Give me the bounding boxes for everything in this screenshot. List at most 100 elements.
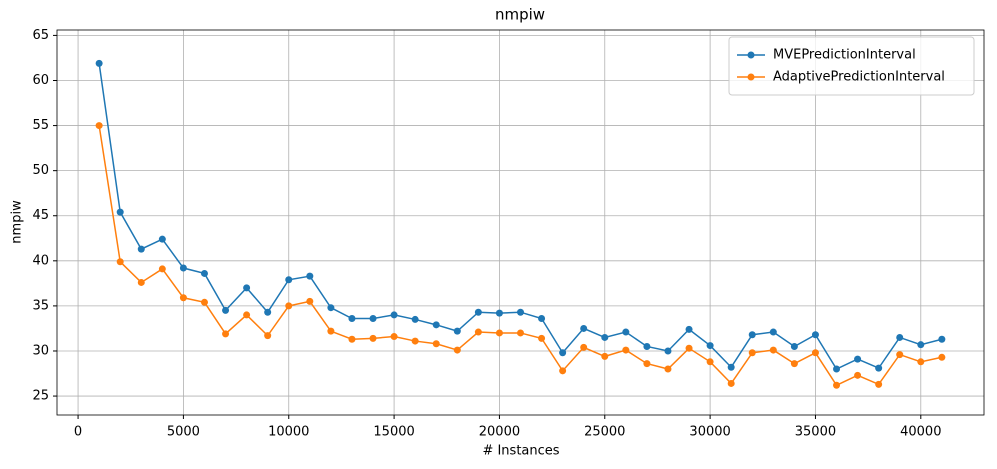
point <box>222 306 230 314</box>
point <box>538 334 546 342</box>
point <box>622 346 630 354</box>
point <box>264 332 272 340</box>
point <box>348 335 356 343</box>
point <box>474 328 482 336</box>
point <box>664 365 672 373</box>
point <box>685 325 693 333</box>
y-axis-label: nmpiw <box>10 200 25 244</box>
legend-label: AdaptivePredictionInterval <box>773 70 945 85</box>
point <box>917 358 925 366</box>
point <box>580 324 588 332</box>
x-tick-label: 30000 <box>689 425 730 440</box>
point <box>790 342 798 350</box>
legend-marker <box>747 51 755 59</box>
point <box>348 315 356 323</box>
y-tick-label: 55 <box>32 118 49 133</box>
point <box>390 333 398 341</box>
point <box>200 298 208 306</box>
point <box>243 311 251 319</box>
point <box>875 380 883 388</box>
plot-frame <box>56 29 985 416</box>
point <box>222 330 230 338</box>
y-tick-label: 50 <box>32 163 49 178</box>
point <box>833 365 841 373</box>
legend-box <box>728 36 975 96</box>
point <box>643 342 651 350</box>
point <box>580 343 588 351</box>
point <box>200 269 208 277</box>
y-tick-label: 60 <box>32 73 49 88</box>
x-tick-label: 35000 <box>795 425 836 440</box>
y-tick-label: 65 <box>32 28 49 43</box>
y-tick-label: 25 <box>32 389 49 404</box>
point <box>495 329 503 337</box>
point <box>896 351 904 359</box>
point <box>327 327 335 335</box>
point <box>790 360 798 368</box>
point <box>769 346 777 354</box>
point <box>938 353 946 361</box>
point <box>369 315 377 323</box>
point <box>917 341 925 349</box>
point <box>854 371 862 379</box>
point <box>285 276 293 284</box>
point <box>432 321 440 329</box>
point <box>896 333 904 341</box>
point <box>285 302 293 310</box>
legend-marker <box>747 73 755 81</box>
point <box>769 328 777 336</box>
point <box>411 337 419 345</box>
point <box>664 347 672 355</box>
y-tick-label: 40 <box>32 253 49 268</box>
point <box>706 342 714 350</box>
point <box>727 379 735 387</box>
x-tick-label: 20000 <box>479 425 520 440</box>
point <box>685 344 693 352</box>
x-tick-label: 10000 <box>268 425 309 440</box>
legend-label: MVEPredictionInterval <box>773 48 916 63</box>
point <box>811 349 819 357</box>
point <box>601 333 609 341</box>
point <box>390 311 398 319</box>
point <box>811 331 819 339</box>
point <box>706 358 714 366</box>
point <box>116 258 124 266</box>
point <box>538 315 546 323</box>
y-tick-label: 30 <box>32 343 49 358</box>
point <box>453 327 461 335</box>
point <box>833 381 841 389</box>
x-tick-label: 25000 <box>584 425 625 440</box>
point <box>875 364 883 372</box>
point <box>559 367 567 375</box>
x-axis-label: # Instances <box>482 444 559 459</box>
x-tick-label: 0 <box>74 425 82 440</box>
point <box>453 346 461 354</box>
point <box>517 308 524 316</box>
point <box>179 294 187 302</box>
point <box>179 264 187 272</box>
point <box>158 265 166 273</box>
point <box>137 245 145 253</box>
x-tick-label: 5000 <box>167 425 200 440</box>
point <box>306 272 314 280</box>
point <box>601 352 609 360</box>
point <box>432 340 440 348</box>
point <box>411 315 419 323</box>
chart-title: nmpiw <box>495 6 545 24</box>
y-tick-label: 45 <box>32 208 49 223</box>
point <box>369 334 377 342</box>
point <box>327 304 335 312</box>
point <box>264 308 272 316</box>
point <box>495 309 503 317</box>
point <box>727 363 735 371</box>
y-tick-label: 35 <box>32 298 49 313</box>
x-tick-label: 40000 <box>900 425 941 440</box>
x-tick-label: 15000 <box>373 425 414 440</box>
point <box>158 235 166 243</box>
point <box>116 208 124 216</box>
point <box>748 331 756 339</box>
point <box>854 355 862 363</box>
point <box>243 284 251 292</box>
point <box>517 329 524 337</box>
